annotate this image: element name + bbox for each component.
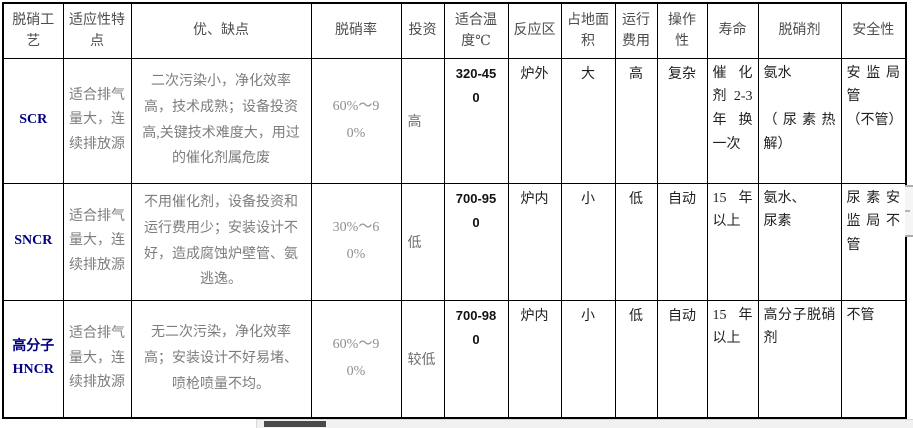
- sncr-rate-cell: 30%～60%: [310, 182, 402, 301]
- scr-reaction-zone-cell: 炉外: [507, 57, 562, 184]
- hncr-temperature-cell: 700-980: [443, 299, 509, 419]
- hncr-pros-cons-cell: 无二次污染，净化效率高；安装设计不好易堵、喷枪喷量不均。: [130, 299, 312, 419]
- column-header-safety: 安全性: [840, 2, 907, 59]
- sncr-investment-cell: 低: [400, 182, 445, 301]
- scr-operating-cost-cell: 高: [614, 57, 658, 184]
- hncr-operating-cost-cell: 低: [614, 299, 658, 419]
- table-row-sncr: SNCR 适合排气量大，连续排放源 不用催化剂，设备投资和运行费用少；安装设计不…: [2, 182, 907, 301]
- hncr-operability-cell: 自动: [656, 299, 708, 419]
- sncr-process-label: SNCR: [2, 182, 64, 301]
- column-header-lifetime: 寿命: [706, 2, 759, 59]
- table-row-scr: SCR 适合排气量大，连续排放源 二次污染小，净化效率高，技术成熟；设备投资高,…: [2, 57, 907, 184]
- column-header-temperature: 适合温度℃: [443, 2, 509, 59]
- sncr-footprint-cell: 小: [560, 182, 616, 301]
- sncr-temperature-cell: 700-950: [443, 182, 509, 301]
- column-header-operability: 操作性: [656, 2, 708, 59]
- hncr-rate-cell: 60%～90%: [310, 299, 402, 419]
- hncr-lifetime-cell: 15年以上: [706, 299, 759, 419]
- column-header-agent: 脱硝剂: [757, 2, 842, 59]
- scr-rate-cell: 60%～90%: [310, 57, 402, 184]
- column-header-pros-cons: 优、缺点: [130, 2, 312, 59]
- sncr-safety-cell: 尿素安监局不管: [840, 182, 907, 301]
- sncr-operability-cell: 自动: [656, 182, 708, 301]
- column-header-operating-cost: 运行费用: [614, 2, 658, 59]
- column-header-adaptability: 适应性特点: [62, 2, 132, 59]
- table-side-resize-handle[interactable]: [905, 185, 913, 237]
- column-header-investment: 投资: [400, 2, 445, 59]
- scr-temperature-cell: 320-450: [443, 57, 509, 184]
- denitration-comparison-table: 脱硝工艺 适应性特点 优、缺点 脱硝率 投资 适合温度℃ 反应区 占地面积 运行…: [2, 2, 907, 419]
- sncr-agent-cell: 氨水、 尿素: [757, 182, 842, 301]
- column-header-reaction-zone: 反应区: [507, 2, 562, 59]
- hncr-footprint-cell: 小: [560, 299, 616, 419]
- sncr-pros-cons-cell: 不用催化剂，设备投资和运行费用少；安装设计不好，造成腐蚀炉壁管、氨逃逸。: [130, 182, 312, 301]
- scr-lifetime-cell: 催化剂2-3年换一次: [706, 57, 759, 184]
- sncr-adaptability-cell: 适合排气量大，连续排放源: [62, 182, 132, 301]
- horizontal-scrollbar-track[interactable]: [256, 419, 913, 428]
- header-row: 脱硝工艺 适应性特点 优、缺点 脱硝率 投资 适合温度℃ 反应区 占地面积 运行…: [2, 2, 907, 59]
- scr-agent-cell: 氨水 （尿素热解）: [757, 57, 842, 184]
- hncr-process-label: 高分子 HNCR: [2, 299, 64, 419]
- sncr-lifetime-cell: 15年以上: [706, 182, 759, 301]
- scr-investment-cell: 高: [400, 57, 445, 184]
- scr-footprint-cell: 大: [560, 57, 616, 184]
- scr-pros-cons-cell: 二次污染小，净化效率高，技术成熟；设备投资高,关键技术难度大，用过的催化剂属危废: [130, 57, 312, 184]
- sncr-operating-cost-cell: 低: [614, 182, 658, 301]
- column-header-process: 脱硝工艺: [2, 2, 64, 59]
- column-header-footprint: 占地面积: [560, 2, 616, 59]
- scr-adaptability-cell: 适合排气量大，连续排放源: [62, 57, 132, 184]
- hncr-safety-cell: 不管: [840, 299, 907, 419]
- hncr-reaction-zone-cell: 炉内: [507, 299, 562, 419]
- column-header-denitration-rate: 脱硝率: [310, 2, 402, 59]
- scr-safety-cell: 安监局管 （不管）: [840, 57, 907, 184]
- horizontal-scrollbar-thumb[interactable]: [264, 421, 326, 427]
- scr-process-label: SCR: [2, 57, 64, 184]
- hncr-investment-cell: 较低: [400, 299, 445, 419]
- table-row-hncr: 高分子 HNCR 适合排气量大，连续排放源 无二次污染，净化效率高；安装设计不好…: [2, 299, 907, 419]
- hncr-agent-cell: 高分子脱硝剂: [757, 299, 842, 419]
- hncr-adaptability-cell: 适合排气量大，连续排放源: [62, 299, 132, 419]
- sncr-reaction-zone-cell: 炉内: [507, 182, 562, 301]
- scr-operability-cell: 复杂: [656, 57, 708, 184]
